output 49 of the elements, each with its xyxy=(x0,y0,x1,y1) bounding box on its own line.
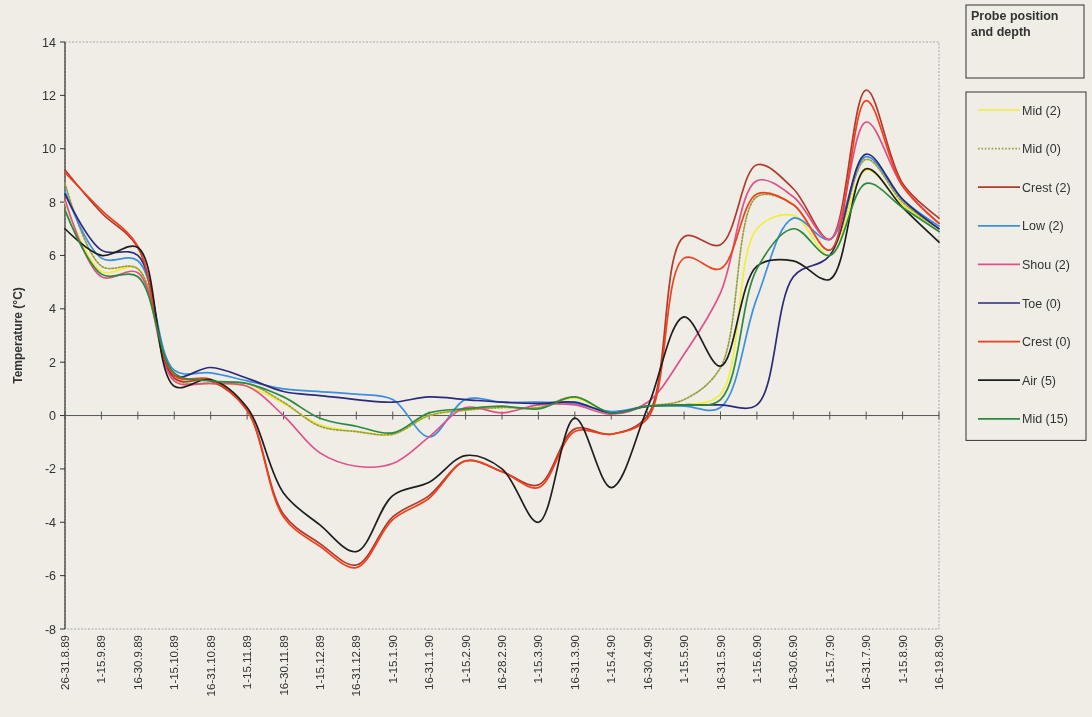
x-tick-label: 16-30.11.89 xyxy=(277,635,290,696)
legend-label: Air (5) xyxy=(1022,373,1057,388)
legend-title: Probe position and depth xyxy=(971,9,1059,39)
x-tick-label: 16-31.12.89 xyxy=(350,635,363,697)
x-tick-label: 16-31.10.89 xyxy=(204,635,217,697)
x-tick-label: 16-31.3.90 xyxy=(568,635,581,690)
y-tick-label: 6 xyxy=(49,248,57,263)
x-tick-label: 26-31.8.89 xyxy=(59,635,71,690)
x-tick-label: 1-15.5.90 xyxy=(678,635,691,684)
legend-label: Toe (0) xyxy=(1022,296,1061,311)
x-tick-label: 16-30.4.90 xyxy=(641,635,654,690)
y-tick-label: 12 xyxy=(42,88,57,103)
x-tick-label: 1-15.4.90 xyxy=(605,635,618,684)
x-tick-label: 1-15.1.90 xyxy=(386,635,399,684)
line-series xyxy=(64,167,940,553)
y-tick-label: -8 xyxy=(44,622,57,637)
y-tick-label: 14 xyxy=(42,35,57,50)
x-tick-label: 1-15.11.89 xyxy=(241,635,254,690)
y-tick-label: -2 xyxy=(44,462,57,477)
y-tick-label: 10 xyxy=(42,142,57,157)
legend-label: Mid (0) xyxy=(1022,142,1061,157)
x-tick-label: 16-28.2.90 xyxy=(496,635,508,690)
y-tick-label: 0 xyxy=(49,409,57,424)
x-tick-label: 1-15.3.90 xyxy=(532,635,545,684)
x-tick-label: 1-15.12.89 xyxy=(313,635,326,690)
x-tick-label: 16-31.7.90 xyxy=(860,635,873,690)
y-tick-label: -6 xyxy=(44,569,57,584)
legend-label: Crest (0) xyxy=(1022,335,1071,350)
x-tick-label: 1-15.10.89 xyxy=(168,635,181,690)
y-tick-label: 2 xyxy=(49,355,57,370)
legend-label: Low (2) xyxy=(1022,219,1064,234)
x-tick-label: 16-30.9.89 xyxy=(131,635,144,690)
legend-label: Shou (2) xyxy=(1022,257,1070,272)
x-tick-label: 16-30.6.90 xyxy=(787,635,800,690)
x-tick-label: 1-15.7.90 xyxy=(823,635,836,684)
y-tick-label: 8 xyxy=(49,195,57,210)
y-tick-label: 4 xyxy=(49,302,57,317)
x-tick-label: 16-31.5.90 xyxy=(714,635,727,690)
y-axis-title: Temperature (°C) xyxy=(11,287,25,384)
x-tick-label: 1-15.9.89 xyxy=(95,635,108,684)
x-tick-label: 16-19.8.90 xyxy=(933,635,945,690)
legend-label: Crest (2) xyxy=(1022,180,1071,195)
x-tick-label: 1-15.6.90 xyxy=(750,635,763,684)
y-tick-label: -4 xyxy=(44,515,57,530)
legend-label: Mid (2) xyxy=(1022,103,1061,118)
legend-label: Mid (15) xyxy=(1022,412,1068,427)
x-tick-label: 1-15.8.90 xyxy=(896,635,909,684)
x-tick-label: 16-31.1.90 xyxy=(423,635,436,690)
x-tick-label: 1-15.2.90 xyxy=(459,635,472,684)
